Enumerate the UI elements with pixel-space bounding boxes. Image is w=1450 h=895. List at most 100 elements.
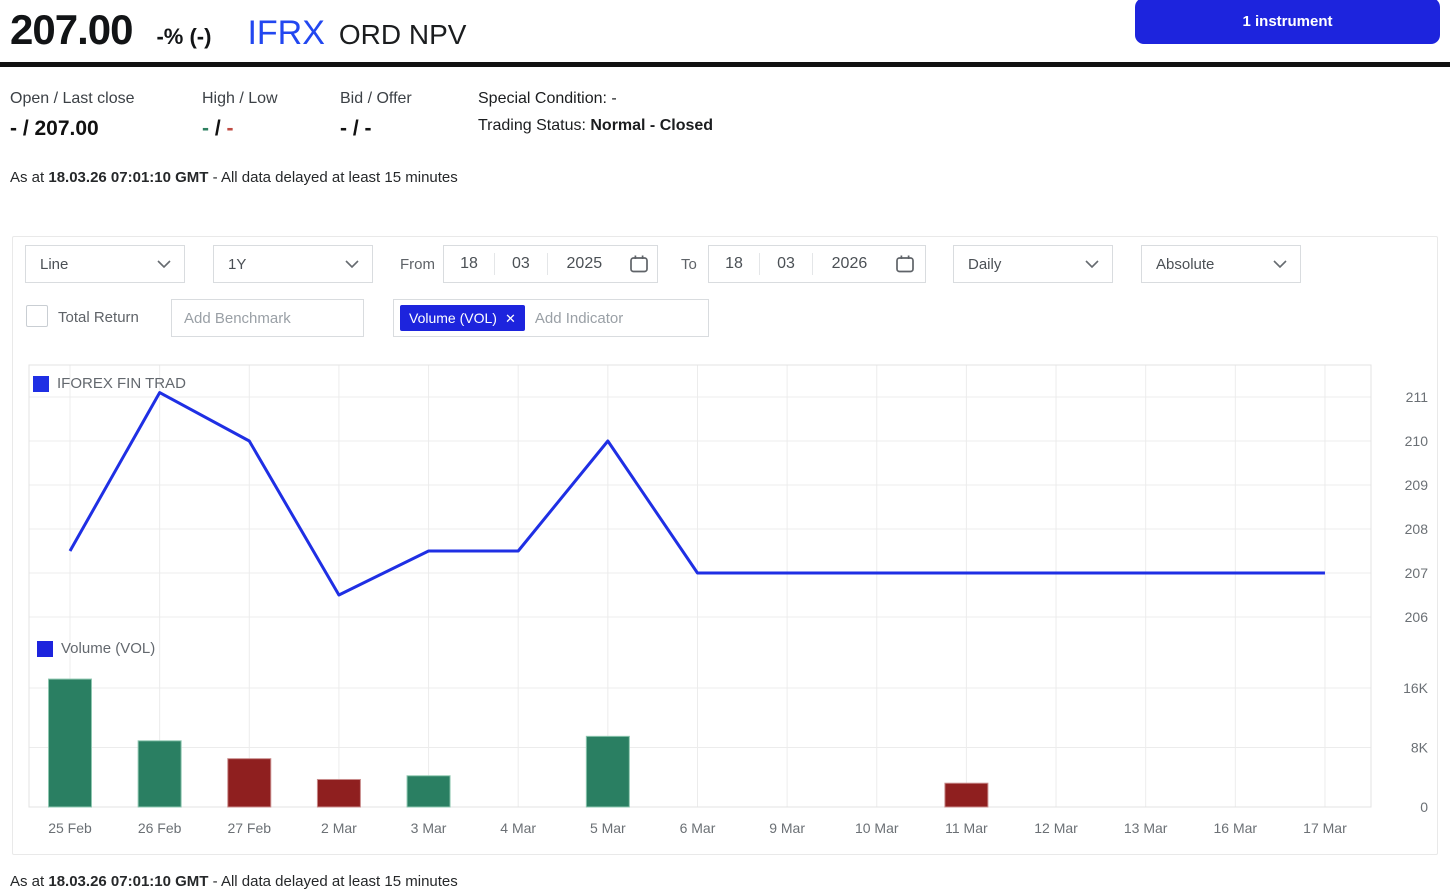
price-legend-swatch-icon <box>33 375 49 392</box>
open-last-close-label: Open / Last close <box>10 90 135 107</box>
x-axis-label: 13 Mar <box>1124 820 1168 836</box>
chart-area[interactable]: 25 Feb 26 Feb 27 Feb 2 Mar 3 Mar 4 Mar 5 Mar 6 … <box>0 360 1450 850</box>
x-axis-label: 25 Feb <box>48 820 92 836</box>
divider <box>759 253 760 275</box>
volume-legend-label: Volume (VOL) <box>61 640 156 657</box>
open-last-close: Open / Last close - / 207.00 <box>10 90 135 141</box>
special-condition: Special Condition: - <box>478 90 713 108</box>
volume-indicator-chip[interactable]: Volume (VOL) ✕ <box>400 305 525 331</box>
mode-value: Absolute <box>1156 255 1215 273</box>
x-axis-label: 2 Mar <box>321 820 357 836</box>
to-day[interactable]: 18 <box>725 255 743 272</box>
header-divider <box>0 62 1450 67</box>
high-low-separator: / <box>209 117 227 140</box>
divider <box>494 253 495 275</box>
volume-bar <box>316 778 361 808</box>
chart-type-value: Line <box>40 255 69 273</box>
bid-offer-value: - / - <box>340 117 372 140</box>
to-month[interactable]: 03 <box>777 255 795 272</box>
from-date-input[interactable]: 18 03 2025 <box>443 245 658 283</box>
volume-axis-label: 8K <box>1411 740 1429 756</box>
x-axis-label: 9 Mar <box>769 820 805 836</box>
chevron-down-icon <box>345 260 359 268</box>
add-benchmark-input[interactable]: Add Benchmark <box>171 299 364 337</box>
price-axis-label: 210 <box>1405 433 1429 449</box>
x-axis-label: 11 Mar <box>945 820 988 836</box>
chart-type-select[interactable]: Line <box>25 245 185 283</box>
plot-border <box>28 364 1372 808</box>
indicator-placeholder: Add Indicator <box>534 309 624 327</box>
total-return-label: Total Return <box>58 309 139 326</box>
instrument-header: 207.00 -% (-) IFRX ORD NPV <box>10 6 466 54</box>
add-indicator-input[interactable]: Volume (VOL) ✕ Add Indicator <box>393 299 709 337</box>
asat-prefix: As at <box>10 169 49 186</box>
from-day[interactable]: 18 <box>460 255 478 272</box>
to-year[interactable]: 2026 <box>831 255 868 272</box>
price-line <box>68 391 1325 597</box>
asat-datetime: 18.03.26 07:01:10 GMT <box>48 873 209 890</box>
range-value: 1Y <box>228 255 247 273</box>
price-axis-label: 211 <box>1406 389 1429 405</box>
to-date-input[interactable]: 18 03 2026 <box>708 245 926 283</box>
price-legend-label: IFOREX FIN TRAD <box>57 375 186 392</box>
frequency-value: Daily <box>968 255 1002 273</box>
range-select[interactable]: 1Y <box>213 245 373 283</box>
volume-series-legend: Volume (VOL) <box>37 640 155 657</box>
high-low-value: - / - <box>202 117 278 141</box>
security-name: ORD NPV <box>338 19 467 50</box>
asat-suffix: - All data delayed at least 15 minutes <box>208 873 458 890</box>
remove-indicator-icon[interactable]: ✕ <box>504 310 516 326</box>
divider <box>811 253 813 275</box>
x-axis-label: 26 Feb <box>138 820 182 836</box>
instrument-count-button[interactable]: 1 instrument <box>1135 0 1440 44</box>
volume-bar <box>137 740 182 808</box>
from-month[interactable]: 03 <box>512 255 530 272</box>
divider <box>546 253 548 275</box>
x-axis-label: 5 Mar <box>590 820 626 836</box>
total-return-checkbox[interactable] <box>26 305 48 327</box>
x-axis-label: 27 Feb <box>227 820 271 836</box>
x-axis-label: 3 Mar <box>411 820 447 836</box>
chip-label: Volume (VOL) <box>409 310 497 326</box>
timestamp-note-top: As at 18.03.26 07:01:10 GMT - All data d… <box>10 169 458 186</box>
price-change: -% (-) <box>156 24 212 49</box>
volume-bar <box>585 735 630 808</box>
trading-status: Trading Status: Normal - Closed <box>478 117 713 135</box>
volume-legend-swatch-icon <box>37 640 53 657</box>
ticker-symbol: IFRX <box>247 14 325 52</box>
high-low-label: High / Low <box>202 90 278 107</box>
benchmark-placeholder: Add Benchmark <box>184 309 291 327</box>
volume-bar <box>48 678 92 808</box>
open-last-close-value: - / 207.00 <box>10 117 99 140</box>
volume-bar <box>227 758 272 808</box>
special-condition-value: - <box>611 90 617 107</box>
low-value: - <box>226 117 234 140</box>
trading-status-label: Trading Status: <box>478 117 591 134</box>
x-axis-label: 17 Mar <box>1303 820 1347 836</box>
chevron-down-icon <box>1273 260 1287 268</box>
calendar-icon[interactable] <box>621 254 657 274</box>
last-price: 207.00 <box>10 6 133 53</box>
asat-prefix: As at <box>10 873 49 890</box>
x-axis-label: 10 Mar <box>855 820 899 836</box>
bid-offer-label: Bid / Offer <box>340 90 412 107</box>
high-value: - <box>202 117 209 140</box>
asat-suffix: - All data delayed at least 15 minutes <box>208 169 458 186</box>
volume-bar <box>406 775 451 808</box>
bid-offer: Bid / Offer - / - <box>340 90 412 141</box>
trading-status-value: Normal - Closed <box>590 117 714 134</box>
timestamp-note-bottom: As at 18.03.26 07:01:10 GMT - All data d… <box>10 873 458 890</box>
price-axis-label: 206 <box>1405 609 1429 625</box>
price-axis-label: 208 <box>1405 521 1429 537</box>
x-axis-label: 6 Mar <box>680 820 716 836</box>
calendar-icon[interactable] <box>886 254 925 274</box>
volume-axis-label: 16K <box>1403 680 1429 696</box>
mode-select[interactable]: Absolute <box>1141 245 1301 283</box>
from-year[interactable]: 2025 <box>566 255 603 272</box>
x-axis-label: 12 Mar <box>1034 820 1078 836</box>
price-volume-chart[interactable]: 25 Feb 26 Feb 27 Feb 2 Mar 3 Mar 4 Mar 5 Mar 6 … <box>0 360 1450 850</box>
x-axis-label: 16 Mar <box>1214 820 1258 836</box>
frequency-select[interactable]: Daily <box>953 245 1113 283</box>
price-axis-label: 207 <box>1405 565 1429 581</box>
